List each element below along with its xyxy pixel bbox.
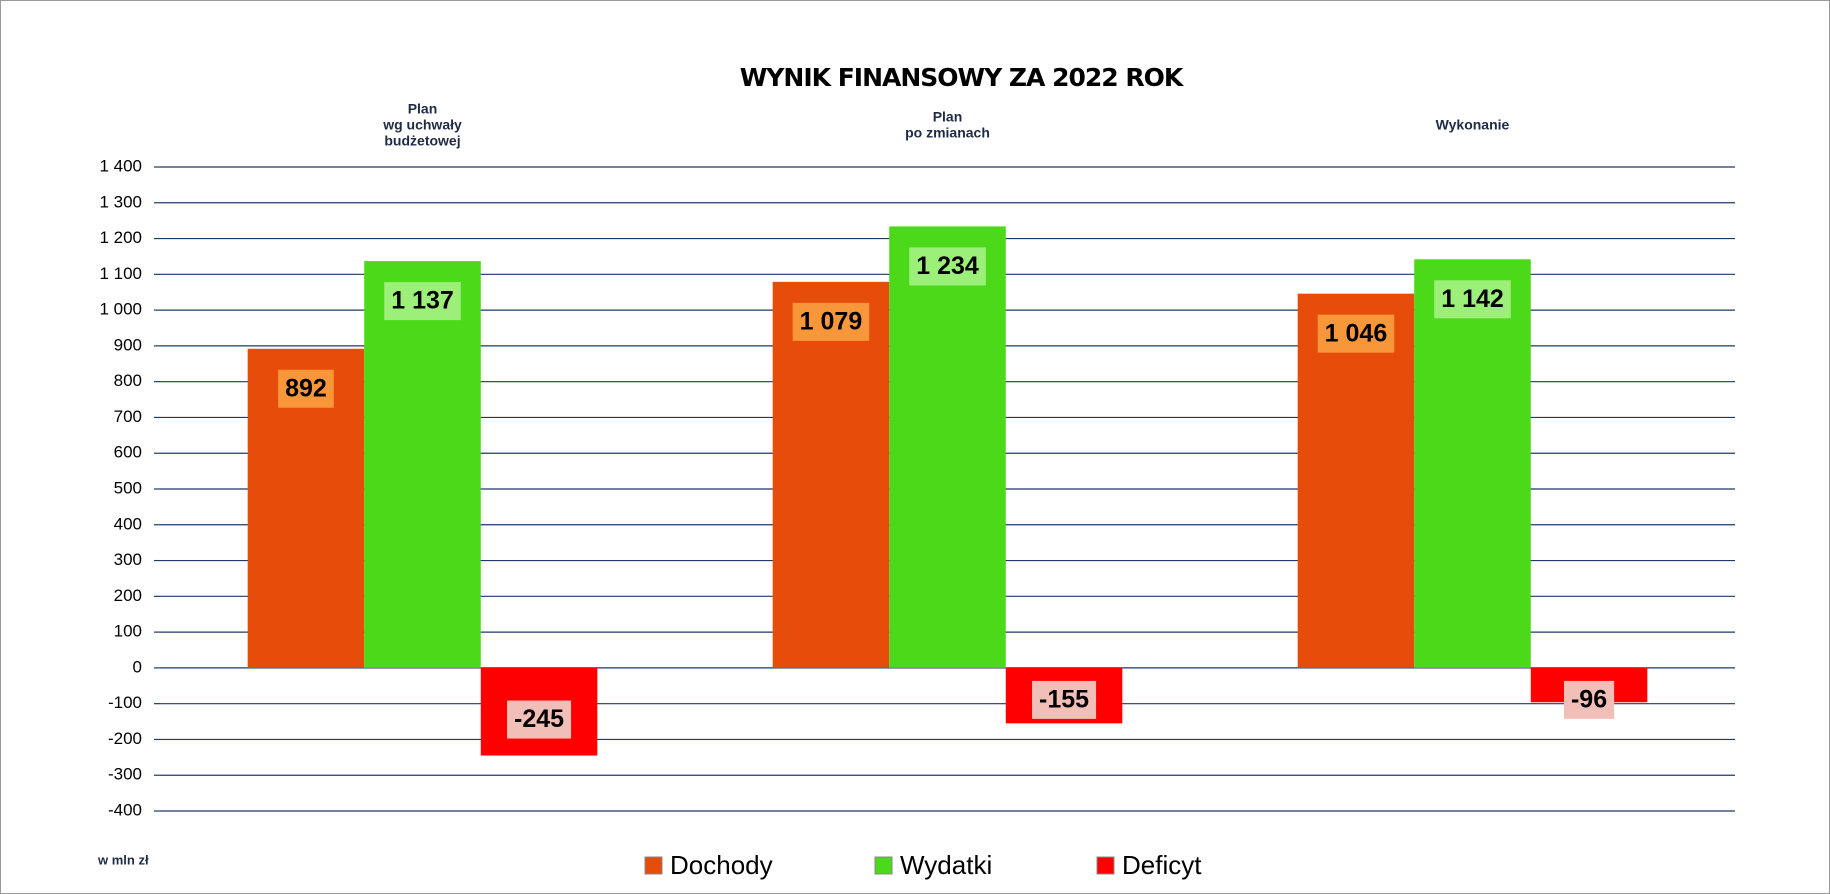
data-label-box <box>1317 314 1395 353</box>
y-tick-label: 900 <box>114 335 142 354</box>
data-label-box <box>1563 680 1615 719</box>
legend-label: Deficyt <box>1122 850 1202 880</box>
x-category-label: wg uchwały <box>382 117 462 133</box>
y-tick-label: 1 100 <box>99 264 142 283</box>
y-tick-label: -300 <box>108 765 142 784</box>
legend-swatch <box>874 856 893 875</box>
y-tick-label: 700 <box>114 407 142 426</box>
y-tick-label: 1 400 <box>99 156 142 175</box>
y-tick-label: -100 <box>108 693 142 712</box>
data-label: 892 <box>285 374 327 402</box>
bar <box>364 261 481 668</box>
bar <box>1297 293 1415 668</box>
y-tick-label: 800 <box>114 371 142 390</box>
y-tick-label: 1 300 <box>99 192 142 211</box>
data-label: -155 <box>1039 685 1089 713</box>
y-tick-label: 300 <box>114 550 142 569</box>
y-tick-label: 400 <box>114 514 142 533</box>
data-label-box <box>278 369 334 408</box>
y-tick-label: 500 <box>114 478 142 497</box>
legend-swatch <box>644 856 663 875</box>
bar <box>772 281 890 668</box>
data-label-box <box>1032 680 1097 719</box>
unit-label: w mln zł <box>97 852 149 867</box>
data-label: 1 137 <box>391 287 454 315</box>
y-tick-label: -400 <box>108 800 142 819</box>
x-category-label: Plan <box>933 109 963 125</box>
legend-label: Wydatki <box>900 850 992 880</box>
y-tick-label: 200 <box>114 586 142 605</box>
data-label: 1 046 <box>1325 319 1388 347</box>
data-label-box <box>384 282 461 321</box>
y-tick-label: 600 <box>114 443 142 462</box>
data-label-box <box>909 247 986 286</box>
legend-swatch <box>1096 856 1115 875</box>
legend-label: Dochody <box>670 850 773 880</box>
x-category-label: Plan <box>408 101 438 117</box>
data-label: -96 <box>1571 685 1607 713</box>
y-tick-label: 0 <box>133 657 142 676</box>
data-label-box <box>1434 280 1511 319</box>
y-tick-label: 1 000 <box>99 300 142 319</box>
bar <box>1414 259 1531 668</box>
data-label-box <box>792 302 870 341</box>
y-tick-label: 1 200 <box>99 228 142 247</box>
y-tick-label: -200 <box>108 729 142 748</box>
data-label: 1 234 <box>916 252 979 280</box>
y-tick-label: 100 <box>114 622 142 641</box>
chart-title: WYNIK FINANSOWY ZA 2022 ROK <box>740 63 1185 92</box>
data-label-box <box>507 700 572 739</box>
data-label: 1 079 <box>800 307 863 335</box>
data-label: -245 <box>514 705 564 733</box>
x-category-label: po zmianach <box>905 125 990 141</box>
x-category-label: budżetowej <box>384 133 460 149</box>
data-label: 1 142 <box>1441 285 1504 313</box>
x-category-label: Wykonanie <box>1436 117 1510 133</box>
bar <box>889 226 1006 668</box>
